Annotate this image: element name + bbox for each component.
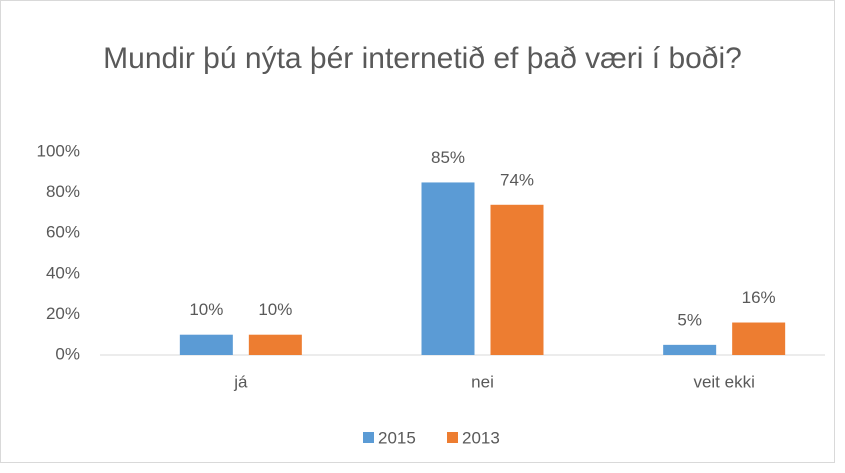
data-label: 16% <box>742 288 776 307</box>
x-tick-label: veit ekki <box>693 372 754 391</box>
data-label: 10% <box>189 300 223 319</box>
bar <box>248 334 302 355</box>
bar <box>732 322 786 355</box>
chart-border <box>0 0 835 463</box>
x-tick-label: já <box>233 372 248 391</box>
y-tick-label: 20% <box>46 304 80 323</box>
y-tick-label: 60% <box>46 223 80 242</box>
chart-title: Mundir þú nýta þér internetið ef það vær… <box>103 42 742 75</box>
bar <box>490 204 544 355</box>
bar <box>663 344 717 355</box>
data-label: 10% <box>258 300 292 319</box>
data-label: 85% <box>431 148 465 167</box>
bar <box>179 334 233 355</box>
y-tick-label: 0% <box>55 344 80 363</box>
y-tick-label: 40% <box>46 263 80 282</box>
legend-swatch <box>363 432 374 443</box>
bar <box>421 182 475 355</box>
legend-label: 2013 <box>462 428 500 447</box>
legend-swatch <box>447 432 458 443</box>
legend-label: 2015 <box>378 428 416 447</box>
y-tick-label: 100% <box>37 141 80 160</box>
x-tick-label: nei <box>471 372 494 391</box>
y-tick-label: 80% <box>46 182 80 201</box>
data-label: 74% <box>500 170 534 189</box>
data-label: 5% <box>677 310 702 329</box>
